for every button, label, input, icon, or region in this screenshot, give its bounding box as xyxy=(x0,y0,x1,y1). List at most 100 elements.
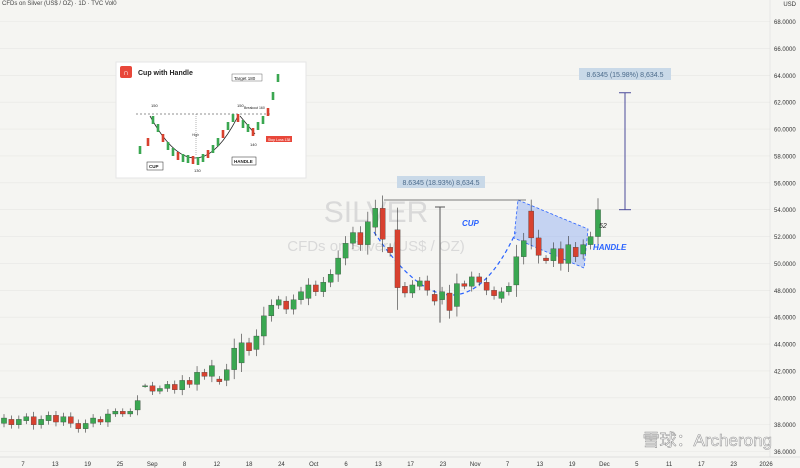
candle xyxy=(461,283,468,287)
inset-candle xyxy=(161,134,165,142)
time-tick-label: Oct xyxy=(309,462,319,468)
time-tick-label: 6 xyxy=(344,462,348,468)
measure-1-box xyxy=(397,176,485,188)
candle xyxy=(238,342,245,364)
time-tick-label: Sep xyxy=(147,462,158,468)
candle xyxy=(97,419,104,423)
candle xyxy=(595,209,601,237)
inset-candle xyxy=(138,146,142,154)
inset-candle xyxy=(211,145,215,153)
inset-140: 140 xyxy=(250,142,257,147)
inset-breakout-label: Breakout 160 xyxy=(244,106,265,110)
candle xyxy=(409,284,416,294)
candle xyxy=(454,283,460,307)
candle xyxy=(357,232,364,245)
time-tick-label: Nov xyxy=(470,462,481,468)
handle-level-label: 52 xyxy=(599,223,607,230)
candle xyxy=(521,240,527,257)
candle xyxy=(172,384,178,390)
candle xyxy=(550,248,557,261)
inset-150-right: 150 xyxy=(237,103,244,108)
time-tick-label: 23 xyxy=(730,462,737,468)
candle xyxy=(30,416,37,425)
inset-candle xyxy=(256,122,260,130)
candle xyxy=(283,300,289,310)
candle xyxy=(194,372,200,385)
candle xyxy=(216,378,223,382)
time-tick-label: 8 xyxy=(183,462,187,468)
inset-candle xyxy=(156,124,160,132)
inset-stop-label: Stop Loss 138 xyxy=(268,138,290,142)
candle xyxy=(224,369,230,381)
time-tick-label: 12 xyxy=(213,462,220,468)
candle xyxy=(402,286,408,294)
inset-candle xyxy=(171,148,175,156)
candle xyxy=(320,282,327,292)
price-tick-label: 66.0000 xyxy=(774,47,796,53)
time-tick-label: 18 xyxy=(246,462,253,468)
candle xyxy=(379,208,386,240)
candle xyxy=(327,274,334,283)
candle xyxy=(275,299,282,306)
inset-cup-label: CUP xyxy=(149,164,159,169)
inset-candle xyxy=(241,120,245,128)
candle xyxy=(201,372,208,377)
measure-2-box xyxy=(579,68,671,80)
candle xyxy=(127,411,133,415)
watermark-description: CFDs on Silver (US$ / OZ) xyxy=(287,238,465,255)
candle xyxy=(535,237,542,256)
price-axis: 36.0000 38.0000 40.0000 42.0000 44.0000 46.00… xyxy=(769,0,796,457)
candle xyxy=(8,419,15,425)
inset-130: 130 xyxy=(194,168,201,173)
inset-candle xyxy=(251,128,255,136)
inset-high-label: High xyxy=(192,133,199,137)
measure-1-label: 8.6345 (18.93%) 8,634.5 xyxy=(402,180,479,187)
candle xyxy=(16,419,22,425)
inset-candle xyxy=(221,130,225,138)
candle xyxy=(342,243,349,259)
candle xyxy=(261,315,267,337)
time-tick-label: 13 xyxy=(52,462,59,468)
time-axis: 7 13 19 25 Sep 8 12 18 24 Oct 6 13 17 23 Nov 7 13 19 Dec 5 1… xyxy=(21,462,773,468)
candle xyxy=(290,299,297,310)
candle xyxy=(253,335,260,350)
time-tick-label: 13 xyxy=(537,462,544,468)
time-tick-label: 25 xyxy=(117,462,124,468)
candle xyxy=(90,417,96,424)
inset-target-label: Target 180 xyxy=(234,76,256,81)
candle xyxy=(394,229,401,288)
candle xyxy=(268,304,275,317)
chart-header: CFDs on Silver (US$ / OZ) · 1D · TVC Vol… xyxy=(2,1,117,7)
price-tick-label: 46.0000 xyxy=(774,316,796,322)
candles xyxy=(1,195,601,433)
candle xyxy=(372,208,378,228)
candle xyxy=(483,282,490,291)
candle xyxy=(298,291,304,300)
candle xyxy=(558,248,564,264)
price-tick-label: 44.0000 xyxy=(774,343,796,349)
inset-candle xyxy=(191,156,195,164)
inset-candle xyxy=(261,116,265,124)
measure-2-label: 8.6345 (15.98%) 8,634.5 xyxy=(586,72,663,79)
brand-watermark: 雪球：Archerong xyxy=(643,431,772,450)
price-tick-label: 60.0000 xyxy=(774,128,796,134)
candle xyxy=(82,423,89,429)
inset-candle xyxy=(146,138,150,146)
candle xyxy=(528,210,534,239)
candle xyxy=(387,247,393,253)
price-tick-label: 50.0000 xyxy=(774,262,796,268)
candle xyxy=(513,256,520,286)
candle xyxy=(120,411,126,415)
time-tick-label: 19 xyxy=(84,462,91,468)
candle xyxy=(186,380,193,385)
candle xyxy=(75,423,81,429)
price-tick-label: 42.0000 xyxy=(774,369,796,375)
candle xyxy=(335,257,341,275)
candle xyxy=(572,247,579,257)
time-tick-label: 13 xyxy=(375,462,382,468)
price-tick-label: 38.0000 xyxy=(774,423,796,429)
inset-logo-icon xyxy=(120,66,132,78)
time-tick-label: 7 xyxy=(21,462,25,468)
price-tick-label: 64.0000 xyxy=(774,74,796,80)
